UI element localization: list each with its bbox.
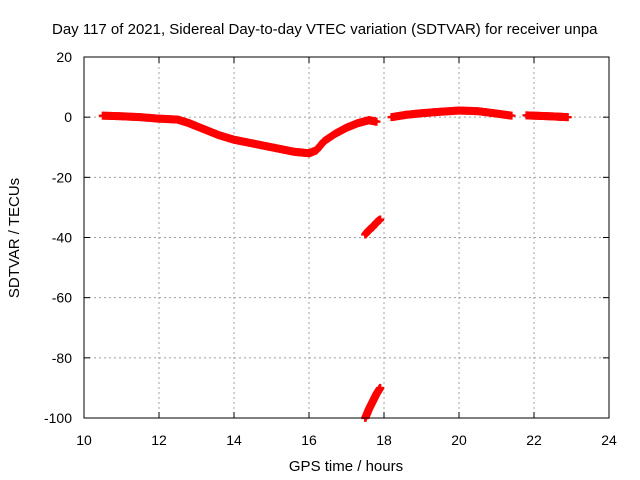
data-point xyxy=(376,383,385,392)
y-axis-title: SDTVAR / TECUs xyxy=(6,178,23,298)
series-segment-4 xyxy=(361,215,385,239)
y-tick-label: -20 xyxy=(52,169,72,185)
x-tick-label: 22 xyxy=(526,432,542,448)
data-points xyxy=(98,106,572,422)
x-tick-label: 20 xyxy=(451,432,467,448)
grid xyxy=(84,57,609,418)
x-tick-label: 14 xyxy=(226,432,242,448)
data-point xyxy=(507,111,516,120)
series-segment-1 xyxy=(98,111,381,158)
y-tick-label: 0 xyxy=(64,109,72,125)
x-tick-label: 18 xyxy=(376,432,392,448)
x-tick-label: 10 xyxy=(76,432,92,448)
data-point xyxy=(376,215,385,224)
x-tick-label: 24 xyxy=(601,432,617,448)
y-tick-label: -100 xyxy=(44,410,72,426)
series-segment-5 xyxy=(361,383,385,422)
plot-frame xyxy=(83,56,610,419)
series-segment-2 xyxy=(387,106,516,122)
data-point xyxy=(563,113,572,122)
x-axis-title: GPS time / hours xyxy=(289,458,403,475)
data-point xyxy=(372,117,381,126)
y-tick-label: 20 xyxy=(56,49,72,65)
x-tick-label: 12 xyxy=(151,432,167,448)
x-tick-label: 16 xyxy=(301,432,317,448)
y-tick-label: -40 xyxy=(52,230,72,246)
y-tick-label: -60 xyxy=(52,290,72,306)
chart-title: Day 117 of 2021, Sidereal Day-to-day VTE… xyxy=(52,21,598,38)
series-segment-3 xyxy=(522,111,572,122)
tick-labels: 10 12 14 16 18 20 22 24 -100 -80 -60 -40 -20 0 20 xyxy=(44,49,617,448)
y-tick-label: -80 xyxy=(52,350,72,366)
